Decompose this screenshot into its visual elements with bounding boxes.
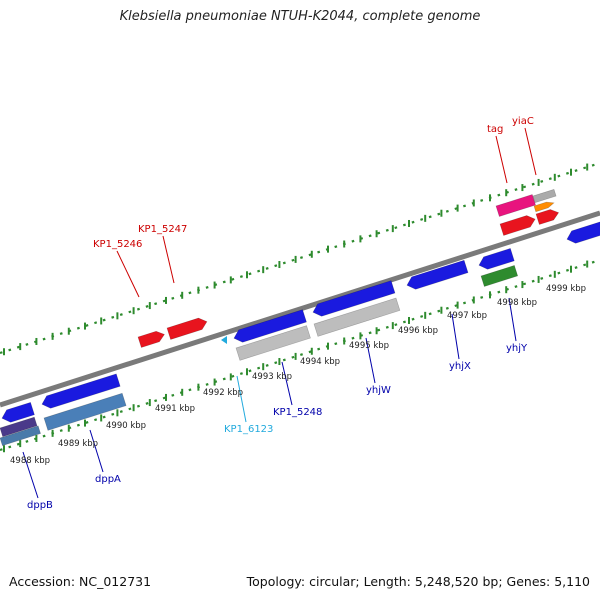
leader-yhjy — [508, 297, 517, 342]
gene-yiac-orange[interactable] — [533, 200, 555, 213]
gene-yhjy[interactable] — [477, 248, 515, 271]
gene-dppa[interactable] — [40, 373, 121, 411]
kbp-label: 4997 kbp — [447, 311, 487, 321]
leader-tag — [495, 135, 508, 184]
topology-text: Topology: circular; Length: 5,248,520 bp… — [246, 574, 590, 589]
gene-green[interactable] — [480, 265, 519, 287]
scale-labels: 4988 kbp 4989 kbp 4990 kbp 4991 kbp 4992… — [10, 284, 586, 466]
gene-yhjw[interactable] — [311, 280, 396, 319]
leader-yhjx — [451, 313, 460, 360]
gene-label-kp1-6123[interactable]: KP1_6123 — [224, 424, 273, 435]
leader-kp1-5248 — [281, 361, 293, 406]
gene-label-yhjx[interactable]: yhjX — [449, 361, 471, 372]
gene-grey-2[interactable] — [313, 297, 401, 337]
kbp-label: 4989 kbp — [58, 439, 98, 449]
outer-tick-marks — [3, 163, 589, 356]
gene-label-dppb[interactable]: dppB — [27, 500, 53, 511]
accession-text: Accession: NC_012731 — [9, 574, 152, 589]
label-leader-lines — [22, 127, 537, 499]
leader-kp1-6123 — [236, 375, 247, 423]
gene-label-kp1-5246[interactable]: KP1_5246 — [93, 239, 142, 250]
gene-label-kp1-5247[interactable]: KP1_5247 — [138, 224, 187, 235]
leader-dppa — [89, 429, 104, 473]
gene-yhjx[interactable] — [405, 259, 469, 291]
gene-tag[interactable] — [495, 194, 536, 217]
gene-yiac-lower[interactable] — [535, 207, 560, 225]
inner-track-line — [0, 258, 600, 452]
gene-dppb[interactable] — [0, 425, 41, 447]
kbp-label: 4998 kbp — [497, 298, 537, 308]
gene-features — [0, 188, 600, 447]
kbp-label: 4991 kbp — [155, 404, 195, 414]
gene-kp1-5246[interactable] — [137, 329, 166, 348]
genome-backbone — [0, 210, 600, 408]
leader-yhjw — [365, 337, 376, 384]
kbp-label: 4995 kbp — [349, 341, 389, 351]
gene-label-tag[interactable]: tag — [487, 124, 503, 135]
leader-yiac — [524, 127, 537, 176]
kbp-label: 4999 kbp — [546, 284, 586, 294]
leader-kp1-5247 — [162, 235, 175, 284]
gene-kp1-5248[interactable] — [232, 309, 307, 345]
gene-right-edge[interactable] — [565, 220, 600, 245]
outer-track-line — [0, 161, 600, 355]
gene-dppb-purple[interactable] — [0, 416, 38, 437]
gene-yiac[interactable] — [532, 188, 557, 204]
kbp-label: 4996 kbp — [398, 326, 438, 336]
kbp-label: 4993 kbp — [252, 372, 292, 382]
gene-dppa-lower[interactable] — [43, 392, 127, 431]
map-title: Klebsiella pneumoniae NTUH-K2044, comple… — [119, 9, 481, 24]
gene-label-yhjy[interactable]: yhjY — [506, 343, 528, 354]
gene-label-yhjw[interactable]: yhjW — [366, 385, 391, 396]
leader-dppb — [22, 451, 39, 499]
kbp-label: 4990 kbp — [106, 421, 146, 431]
inner-tick-marks — [3, 260, 589, 453]
gene-label-kp1-5248[interactable]: KP1_5248 — [273, 407, 322, 418]
kbp-label: 4994 kbp — [300, 357, 340, 367]
leader-kp1-5246 — [116, 250, 140, 298]
gene-blue-left[interactable] — [0, 401, 35, 424]
gene-label-dppa[interactable]: dppA — [95, 474, 121, 485]
gene-grey-1[interactable] — [235, 325, 311, 361]
gene-kp1-5247[interactable] — [166, 316, 209, 340]
gene-tag-lower[interactable] — [499, 213, 537, 236]
gene-label-yiac[interactable]: yiaC — [512, 116, 534, 127]
kbp-label: 4988 kbp — [10, 456, 50, 466]
gene-kp1-6123[interactable] — [221, 336, 227, 344]
kbp-label: 4992 kbp — [203, 388, 243, 398]
